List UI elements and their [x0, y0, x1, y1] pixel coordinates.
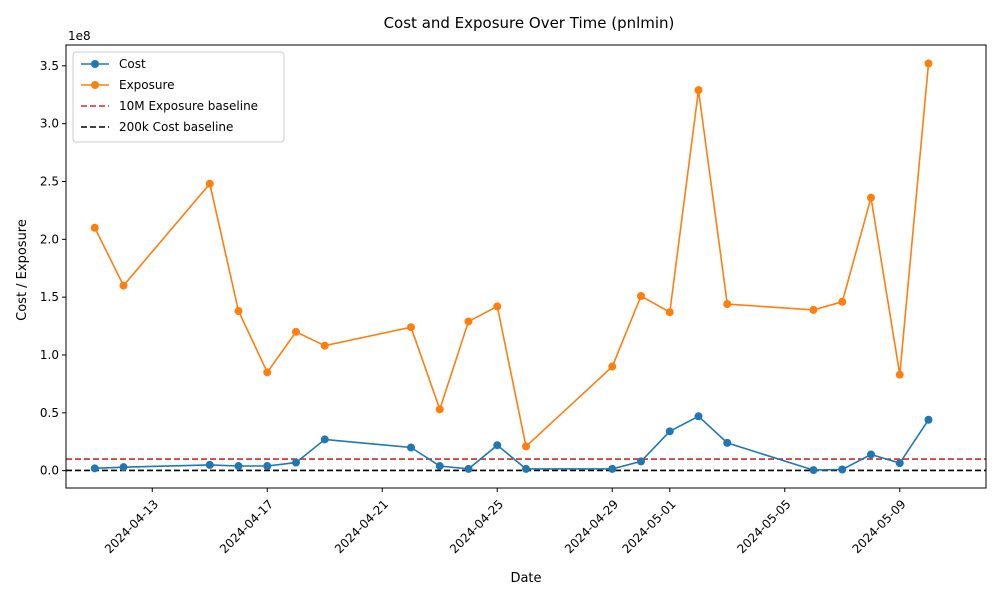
data-point-cost — [867, 450, 875, 459]
legend-marker — [91, 60, 99, 68]
chart-title: Cost and Exposure Over Time (pnlmin) — [384, 14, 675, 32]
y-axis-label: Cost / Exposure — [15, 219, 30, 321]
data-point-cost — [119, 463, 128, 472]
data-point-exposure — [809, 305, 818, 314]
x-tick-label: 2024-04-17 — [217, 497, 276, 556]
data-point-cost — [205, 460, 214, 469]
data-point-cost — [838, 465, 847, 474]
data-point-cost — [292, 458, 300, 467]
legend: Cost Exposure 10M Exposure baseline 200k Co… — [72, 51, 285, 143]
legend-label: Cost — [119, 57, 146, 71]
data-point-cost — [809, 466, 818, 475]
data-point-exposure — [838, 297, 847, 306]
plot-frame — [65, 44, 987, 489]
data-point-cost — [723, 438, 732, 447]
data-point-cost — [464, 464, 473, 473]
y-tick-label: 0.0 — [40, 464, 59, 478]
data-point-exposure — [924, 59, 933, 68]
y-tick-label: 3.0 — [40, 117, 59, 131]
legend-marker — [91, 81, 99, 89]
data-point-exposure — [407, 323, 415, 332]
series-line-cost — [94, 415, 930, 471]
x-tick-label: 2024-04-29 — [562, 497, 621, 556]
data-point-exposure — [723, 300, 732, 309]
data-point-cost — [263, 462, 272, 471]
x-tick-label: 2024-05-01 — [619, 497, 678, 556]
x-tick-label: 2024-05-09 — [849, 497, 908, 556]
x-axis-label: Date — [510, 571, 541, 586]
legend-box — [72, 51, 285, 143]
data-point-exposure — [263, 368, 272, 377]
data-point-cost — [493, 441, 502, 450]
data-point-cost — [924, 415, 933, 424]
legend-label: 10M Exposure baseline — [119, 99, 258, 113]
data-point-exposure — [119, 281, 128, 290]
data-point-cost — [637, 457, 645, 466]
y-tick-label: 0.5 — [40, 406, 59, 420]
data-point-cost — [234, 462, 243, 471]
data-point-exposure — [435, 405, 444, 414]
y-tick-label: 3.5 — [40, 59, 59, 73]
data-point-cost — [320, 435, 329, 444]
data-point-exposure — [90, 223, 99, 232]
data-point-cost — [694, 412, 703, 421]
x-tick-label: 2024-04-25 — [447, 497, 506, 556]
data-point-cost — [608, 464, 617, 473]
data-point-exposure — [867, 193, 875, 202]
data-point-exposure — [895, 370, 904, 379]
x-tick-label: 2024-04-21 — [332, 497, 391, 556]
data-point-cost — [665, 427, 674, 436]
data-point-cost — [895, 459, 904, 468]
y-tick-label: 1.0 — [40, 348, 59, 362]
data-point-cost — [90, 464, 99, 473]
data-point-exposure — [205, 179, 214, 188]
data-point-exposure — [320, 341, 329, 350]
x-tick-label: 2024-04-13 — [102, 497, 161, 556]
x-tick-label: 2024-05-05 — [734, 497, 793, 556]
plot-area — [66, 59, 986, 475]
data-point-exposure — [637, 291, 645, 300]
data-point-exposure — [493, 302, 502, 311]
data-point-cost — [407, 443, 415, 452]
y-tick-label: 2.5 — [40, 174, 59, 188]
data-point-exposure — [522, 442, 530, 451]
data-point-exposure — [464, 317, 473, 326]
data-point-exposure — [665, 308, 674, 317]
data-point-exposure — [292, 327, 300, 336]
legend-label: Exposure — [119, 78, 175, 92]
series-line-exposure — [94, 63, 930, 448]
data-point-cost — [435, 462, 444, 471]
legend-label: 200k Cost baseline — [119, 120, 233, 134]
y-tick-label: 1.5 — [40, 290, 59, 304]
y-tick-label: 2.0 — [40, 232, 59, 246]
data-point-exposure — [608, 362, 617, 371]
y-offset-label: 1e8 — [68, 29, 91, 43]
data-point-exposure — [694, 86, 703, 95]
data-point-cost — [522, 464, 530, 473]
data-point-exposure — [234, 307, 243, 316]
